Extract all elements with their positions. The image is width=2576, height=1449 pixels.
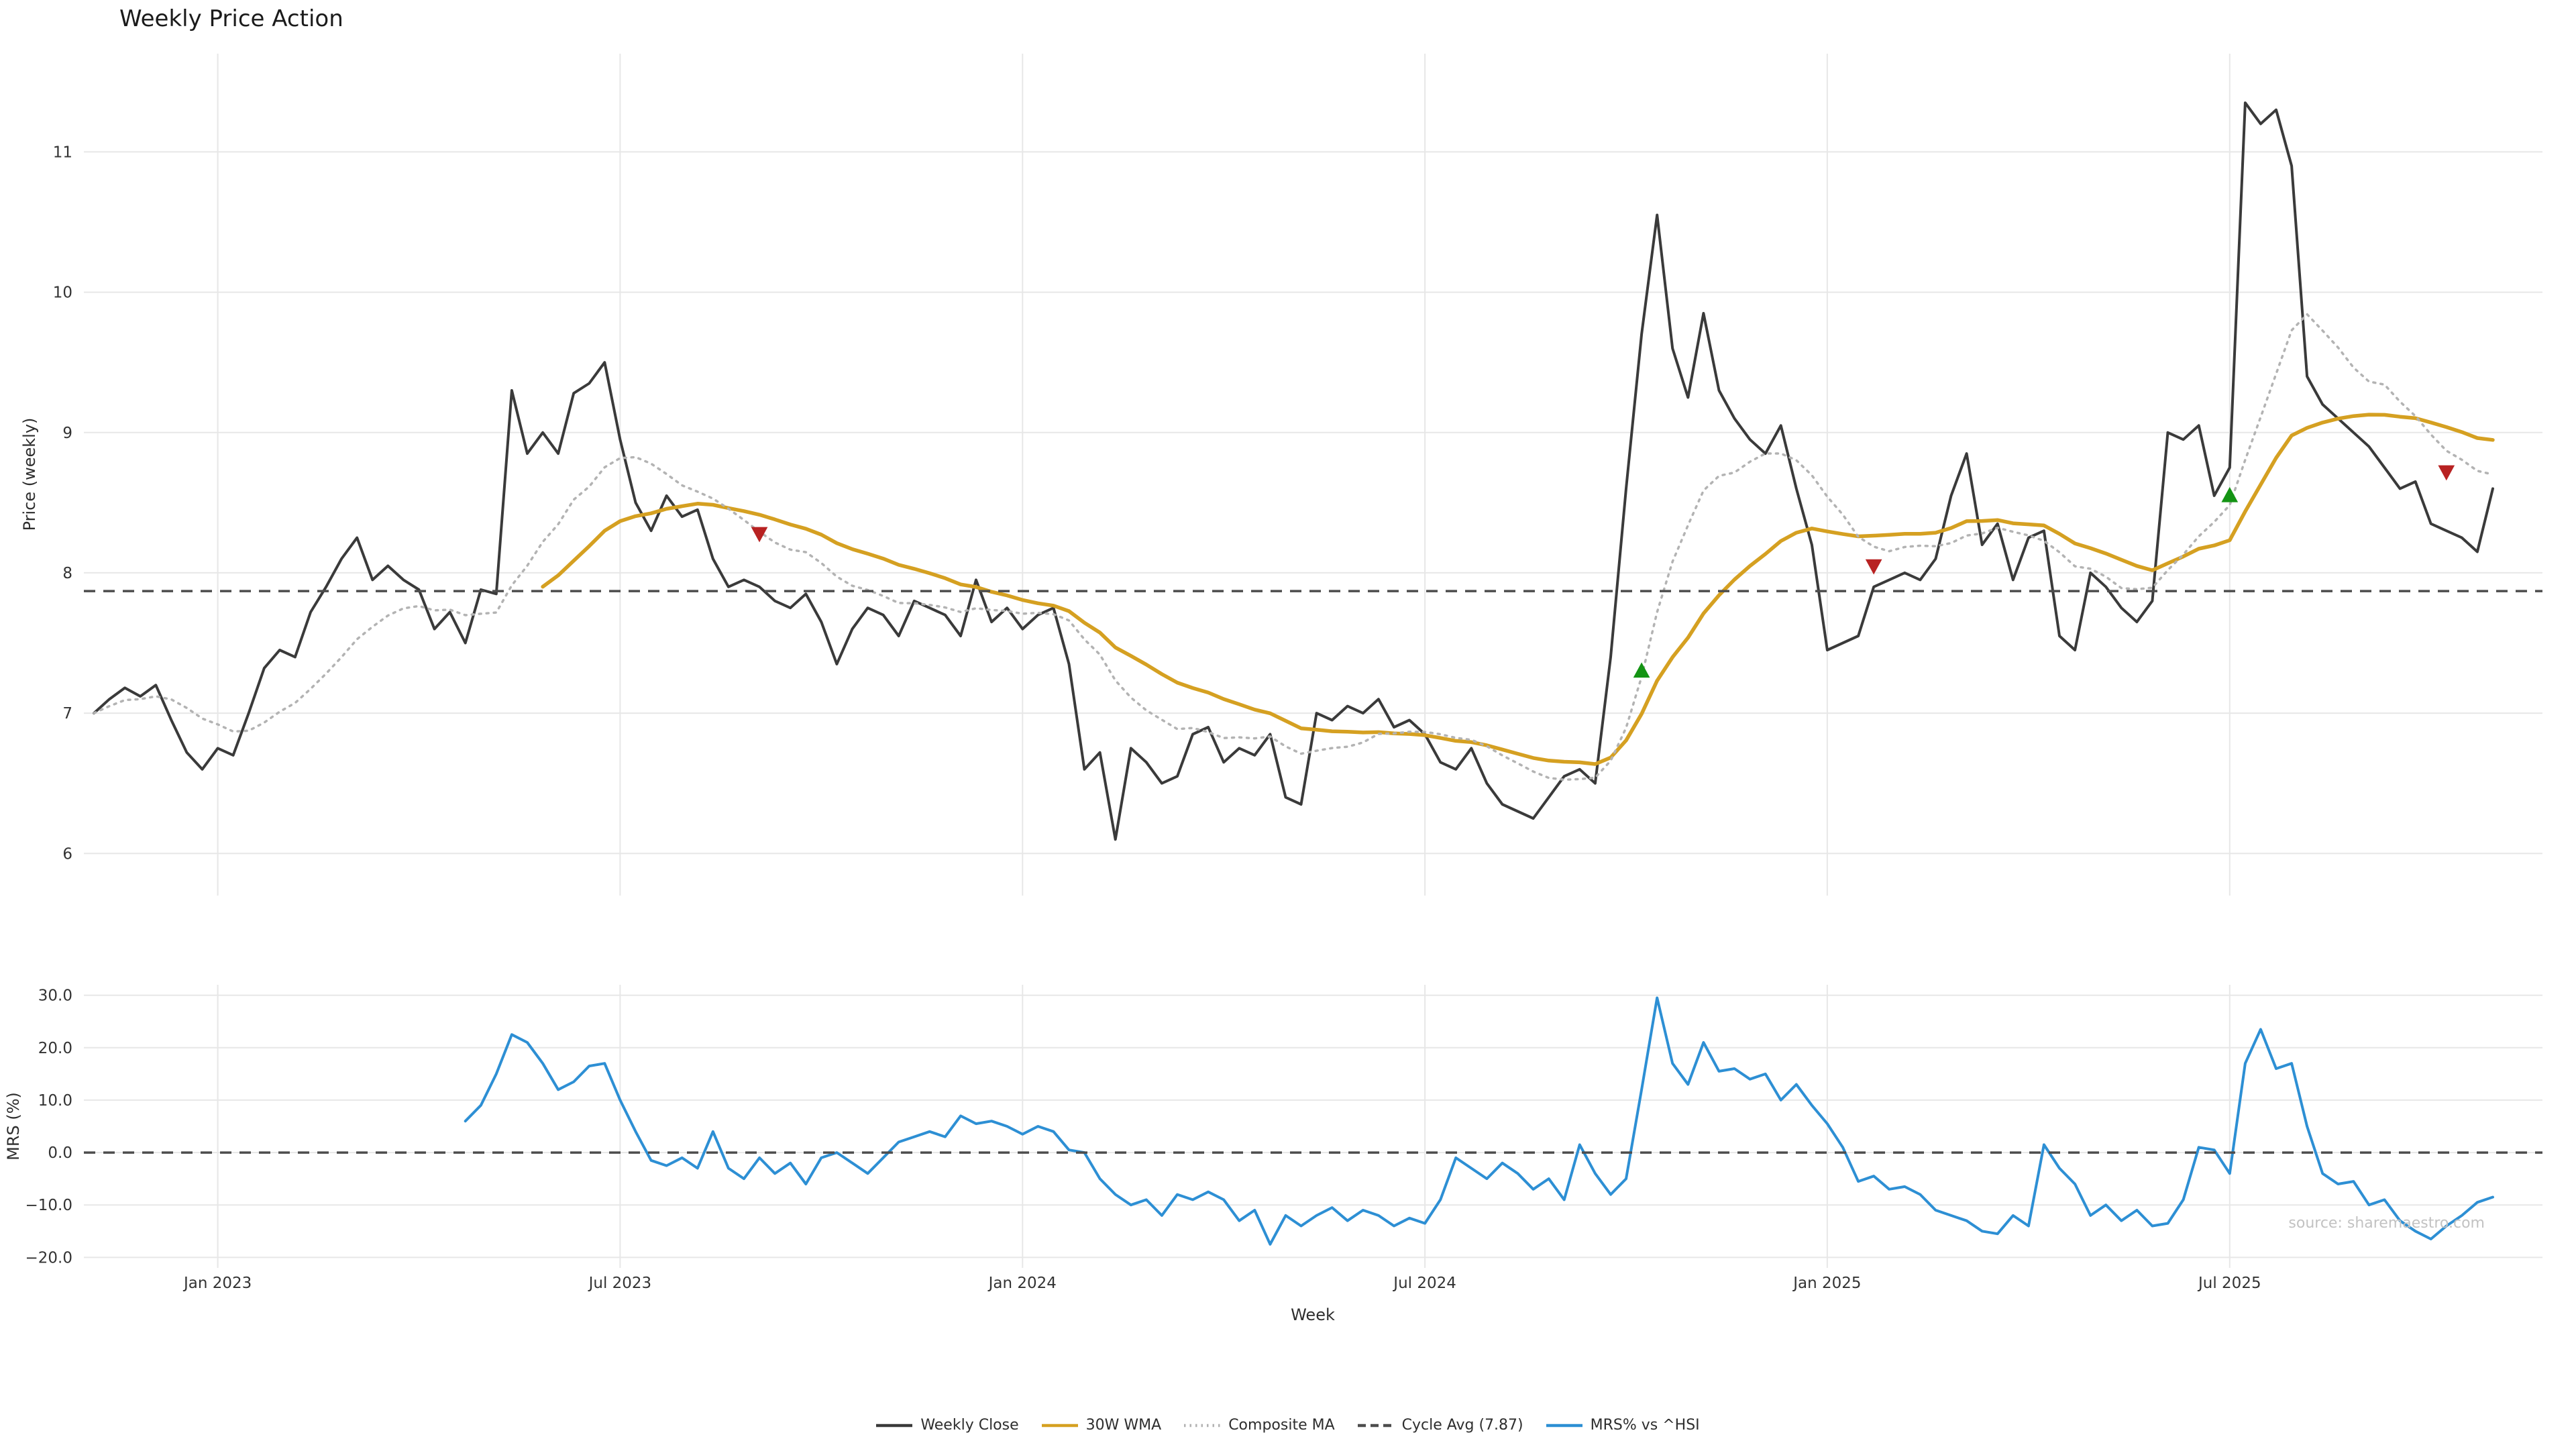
- x-tick-label: Jul 2023: [588, 1275, 652, 1292]
- price-y-tick-label: 11: [53, 144, 72, 161]
- weekly-close-line: [93, 101, 2494, 841]
- mrs-y-tick-label: −20.0: [25, 1249, 72, 1267]
- mrs-y-tick-label: 20.0: [38, 1040, 72, 1057]
- price-y-tick-label: 7: [62, 705, 72, 722]
- price-y-axis-label: Price (weekly): [20, 418, 39, 531]
- price-y-tick-label: 8: [62, 565, 72, 582]
- legend-line-sample: [1184, 1424, 1221, 1427]
- sell-signal-marker: [751, 527, 768, 543]
- x-tick-label: Jan 2025: [1792, 1275, 1861, 1292]
- legend-line-sample: [1041, 1424, 1078, 1427]
- legend-item-label: Composite MA: [1228, 1417, 1335, 1434]
- mrs-y-tick-label: 10.0: [38, 1092, 72, 1110]
- signal-marker-layer: [751, 465, 2455, 678]
- legend-item-label: MRS% vs ^HSI: [1590, 1417, 1700, 1434]
- legend-line-sample: [1546, 1424, 1582, 1427]
- legend-item-composite-ma: Composite MA: [1184, 1417, 1335, 1434]
- mrs-vs-hsi-line: [464, 996, 2494, 1246]
- legend-item-label: 30W WMA: [1085, 1417, 1162, 1434]
- chart-title: Weekly Price Action: [119, 5, 343, 32]
- mrs-y-tick-label: 0.0: [48, 1144, 72, 1162]
- legend-item-30w-wma: 30W WMA: [1041, 1417, 1162, 1434]
- sell-signal-marker: [2438, 465, 2455, 481]
- mrs-y-tick-label: 30.0: [38, 987, 72, 1005]
- chart-legend: Weekly Close 30W WMA Composite MA Cycle Avg…: [0, 1417, 2576, 1434]
- buy-signal-marker: [1633, 662, 1650, 678]
- x-tick-label: Jul 2025: [2197, 1275, 2261, 1292]
- mrs-y-tick-label: −10.0: [25, 1197, 72, 1214]
- watermark-text: source: sharemaestro.com: [2288, 1215, 2485, 1232]
- tick-label-layer: Jan 2023 Jul 2023 Jan 2024 Jul 2024 Jan 2025…: [25, 144, 2261, 1292]
- legend-item-label: Cycle Avg (7.87): [1401, 1417, 1523, 1434]
- legend-line-sample: [1357, 1424, 1394, 1427]
- x-axis-label: Week: [1291, 1305, 1335, 1324]
- legend-item-cycle-avg-7-87: Cycle Avg (7.87): [1357, 1417, 1523, 1434]
- x-tick-label: Jan 2023: [182, 1275, 252, 1292]
- legend-item-label: Weekly Close: [920, 1417, 1019, 1434]
- legend-item-mrs-vs-hsi: MRS% vs ^HSI: [1546, 1417, 1700, 1434]
- price-y-tick-label: 10: [53, 284, 72, 302]
- series-layer: [84, 101, 2542, 1246]
- buy-signal-marker: [2221, 486, 2239, 502]
- sell-signal-marker: [1865, 559, 1882, 575]
- composite-ma-line: [93, 313, 2494, 782]
- x-tick-label: Jul 2024: [1392, 1275, 1456, 1292]
- price-y-tick-label: 6: [62, 845, 72, 863]
- legend-item-weekly-close: Weekly Close: [876, 1417, 1019, 1434]
- mrs-y-axis-label: MRS (%): [4, 1092, 23, 1161]
- legend-line-sample: [876, 1424, 913, 1427]
- 30w-wma-line: [541, 413, 2495, 766]
- price-y-tick-label: 9: [62, 425, 72, 442]
- x-tick-label: Jan 2024: [987, 1275, 1057, 1292]
- grid-layer: [84, 54, 2542, 1268]
